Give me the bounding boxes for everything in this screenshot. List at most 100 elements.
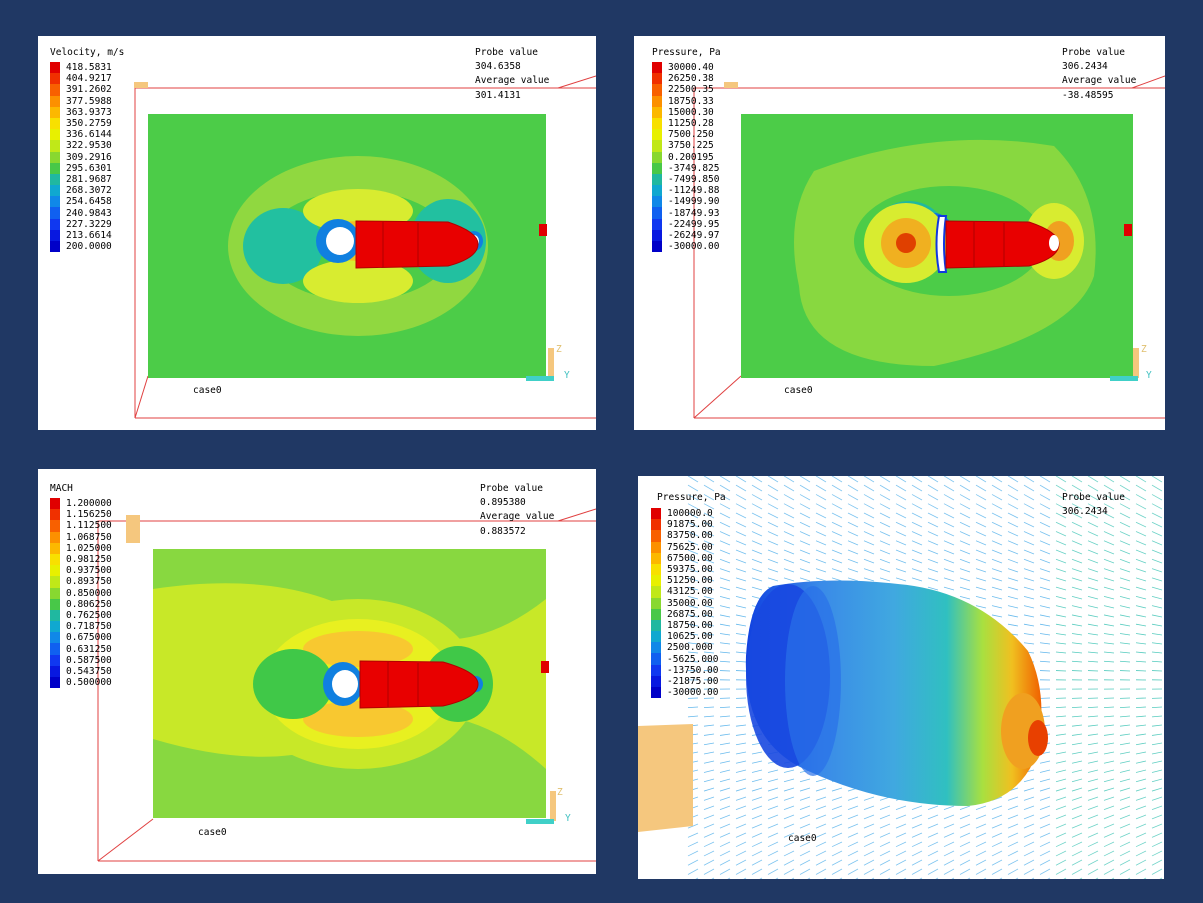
velocity-vector: [1135, 859, 1147, 866]
velocity-vector: [799, 512, 811, 519]
velocity-vector: [687, 859, 699, 866]
velocity-vector: [1023, 859, 1035, 866]
velocity-vector: [1119, 558, 1131, 564]
velocity-vector: [751, 850, 763, 857]
legend-entry: 418.5831: [50, 62, 115, 74]
velocity-vector: [783, 859, 795, 866]
velocity-vector: [975, 586, 987, 591]
velocity-vector: [959, 494, 971, 501]
velocity-vector: [943, 512, 955, 519]
velocity-vector: [863, 476, 875, 483]
velocity-vector: [879, 549, 891, 555]
velocity-vector: [1071, 868, 1083, 875]
velocity-vector: [1135, 651, 1147, 654]
velocity-vector: [703, 868, 715, 875]
velocity-vector: [687, 484, 699, 492]
velocity-vector: [1055, 796, 1067, 801]
velocity-vector: [895, 868, 907, 875]
velocity-vector: [687, 605, 699, 609]
velocity-vector: [847, 823, 859, 829]
velocity-vector: [991, 614, 1003, 618]
velocity-vector: [863, 859, 875, 866]
velocity-vector: [831, 796, 843, 801]
velocity-case-label: case0: [193, 385, 222, 396]
velocity-vector: [927, 568, 939, 573]
velocity-vector: [1103, 796, 1115, 801]
velocity-vector: [1087, 841, 1099, 848]
velocity-vector: [1055, 814, 1067, 820]
velocity-vector: [911, 823, 923, 829]
legend-entry: 0.587500: [50, 654, 115, 666]
velocity-vector: [1071, 633, 1083, 636]
velocity-vector: [1103, 531, 1115, 537]
velocity-vector: [719, 850, 731, 857]
velocity-vector: [1135, 494, 1147, 501]
velocity-vector: [1087, 586, 1099, 591]
velocity-vector: [815, 859, 827, 866]
velocity-vector: [1071, 706, 1083, 709]
velocity-vector: [959, 596, 971, 600]
velocity-vector: [783, 805, 795, 810]
velocity-vector: [1087, 531, 1099, 537]
velocity-vector: [735, 832, 747, 838]
velocity-vector: [1023, 787, 1035, 792]
velocity-vector: [847, 549, 859, 555]
velocity-vector: [719, 476, 731, 483]
legend-entry: 1.112500: [50, 520, 115, 532]
velocity-vector: [735, 540, 747, 546]
velocity-vector: [927, 521, 939, 528]
velocity-vector: [695, 877, 699, 879]
velocity-vector: [831, 814, 843, 820]
legend-entry: 0.762500: [50, 609, 115, 622]
legend-entry: 350.2759: [50, 117, 115, 130]
velocity-vector: [1103, 787, 1115, 792]
mach-average-value: 0.883572: [480, 526, 526, 537]
velocity-vector: [815, 832, 827, 838]
velocity-vector: [1071, 778, 1083, 783]
velocity-vector: [1023, 484, 1035, 492]
velocity-vector: [959, 484, 971, 492]
velocity-vector: [831, 868, 843, 875]
velocity-vector: [1103, 841, 1115, 848]
velocity-vector: [815, 850, 827, 857]
pressure-3d-field: [638, 476, 1163, 879]
velocity-vector: [975, 850, 987, 857]
velocity-vector: [1039, 850, 1051, 857]
velocity-vector: [1087, 805, 1099, 810]
velocity-vector: [751, 787, 763, 792]
velocity-vector: [1151, 787, 1163, 792]
velocity-vector: [831, 484, 843, 492]
velocity-vector: [1087, 549, 1099, 555]
velocity-vector: [1039, 586, 1051, 591]
velocity-vector: [719, 868, 731, 875]
velocity-vector: [735, 642, 747, 645]
velocity-plot-panel: Velocity, m/s 418.5831 404.9217 391.2602…: [38, 36, 596, 430]
legend-entry: 0.981250: [50, 553, 115, 566]
velocity-vector: [735, 476, 747, 483]
legend-entry: 51250.00: [651, 575, 716, 587]
velocity-vector: [991, 605, 1003, 609]
velocity-vector: [831, 558, 843, 564]
velocity-vector: [911, 841, 923, 848]
velocity-vector: [1119, 531, 1131, 537]
velocity-vector: [751, 868, 763, 875]
velocity-vector: [735, 715, 747, 718]
velocity-vector: [1039, 651, 1051, 654]
velocity-vector: [1023, 832, 1035, 838]
velocity-vector: [1119, 605, 1131, 609]
velocity-vector: [1119, 868, 1131, 875]
velocity-vector: [687, 596, 699, 600]
velocity-vector: [1087, 760, 1099, 764]
velocity-vector: [719, 614, 731, 618]
velocity-vector: [1039, 494, 1051, 501]
velocity-vector: [1055, 568, 1067, 573]
velocity-vector: [767, 512, 779, 519]
velocity-vector: [751, 796, 763, 801]
velocity-vector: [1007, 596, 1019, 600]
velocity-vector: [783, 841, 795, 848]
velocity-vector: [1071, 787, 1083, 792]
velocity-vector: [1151, 823, 1163, 829]
velocity-vector: [1007, 512, 1019, 519]
velocity-vector: [1087, 832, 1099, 838]
velocity-vector: [1119, 823, 1131, 829]
